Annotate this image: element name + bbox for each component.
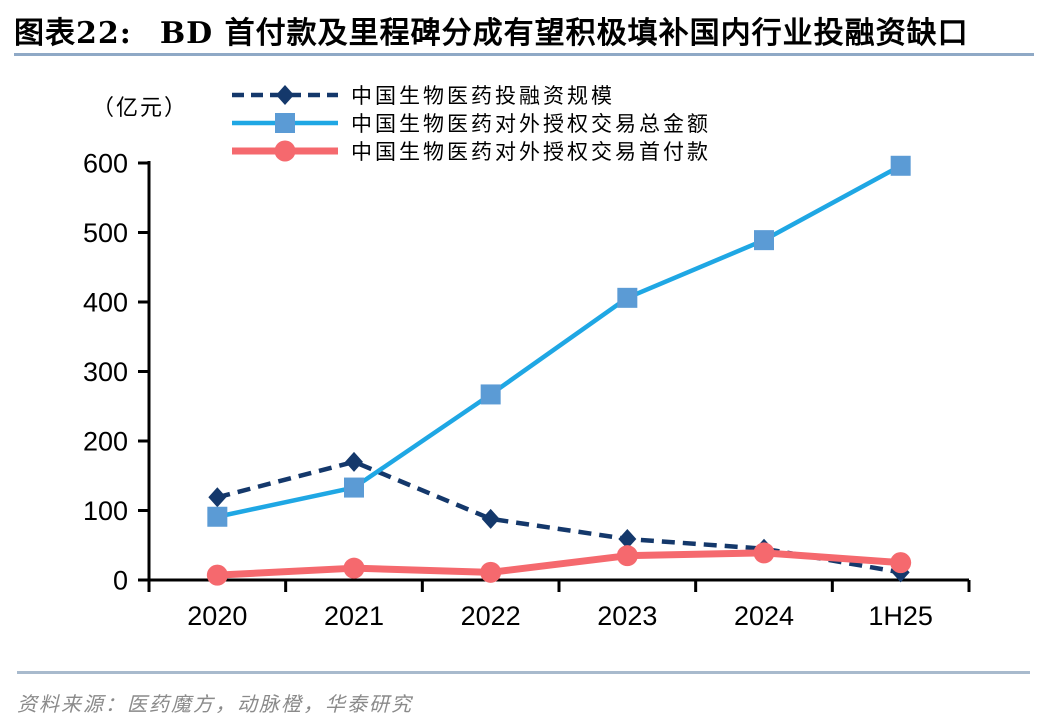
page-title: BD 首付款及里程碑分成有望积极填补国内行业投融资缺口 [159,16,969,51]
chart-title: 图表22: BD 首付款及里程碑分成有望积极填补国内行业投融资缺口 [14,8,1034,52]
series-marker-circle [274,140,296,162]
series-marker-square [754,230,774,251]
legend-item-1: 中国生物医药对外授权交易总金额 [232,109,711,137]
series-marker-square [207,506,228,527]
title-divider [14,53,1034,56]
series-marker-circle [480,561,502,583]
series-marker-square [890,155,911,176]
series-marker-diamond [345,451,363,472]
legend-item-0: 中国生物医药投融资规模 [232,81,711,109]
source-note: 资料来源：医药魔方，动脉橙，华泰研究 [17,692,413,716]
x-axis-tick-label: 2022 [461,601,521,631]
series-marker-circle [206,564,228,586]
series-marker-circle [890,552,912,574]
series-line-1 [216,163,902,519]
series-line-2 [217,549,901,579]
legend-item-2: 中国生物医药对外授权交易首付款 [232,137,711,165]
axis-lines [147,161,969,582]
y-axis-tick-label: 300 [83,357,128,387]
y-axis-tick-label: 500 [83,218,128,248]
series-marker-diamond [618,528,637,549]
chart-legend: 中国生物医药投融资规模中国生物医药对外授权交易总金额 中国生物医药对外授权交易首付… [232,81,711,165]
y-axis-tick-label: 100 [83,496,128,526]
y-axis-tick-label: 600 [83,149,128,179]
series-marker-diamond [208,487,227,508]
y-axis-tick-label: 200 [83,427,128,457]
y-axis-tick-label: 0 [113,566,128,596]
series-marker-circle [343,557,365,579]
x-axis-tick-label: 2024 [734,601,794,631]
series-marker-circle [616,545,638,567]
x-axis-tick-label: 2020 [187,601,247,631]
plot-area: 0 100 200 300 400 500 600 2020 2021 2022 2023 2024 1… [83,149,971,631]
legend-swatch-circle-icon [232,140,338,162]
legend-swatch-square-icon [232,113,338,133]
footer-divider [17,671,1030,674]
series-marker-square [344,477,364,498]
figure-label: 图表22: [14,16,132,51]
series-marker-circle [753,542,775,564]
legend-item-label: 中国生物医药对外授权交易总金额 [351,112,711,136]
x-axis-tick-label: 2021 [324,601,384,631]
x-axis-tick-label: 1H25 [868,601,933,631]
legend-item-label: 中国生物医药对外授权交易首付款 [351,140,711,164]
series-marker-square [617,287,638,308]
y-axis-unit-label: （亿元） [92,96,189,121]
series-marker-diamond [276,85,294,105]
series-marker-diamond [481,508,500,529]
series-line-0 [216,459,902,575]
series-marker-square [480,384,501,405]
legend-item-label: 中国生物医药投融资规模 [351,84,615,108]
legend-swatch-diamond-icon [232,85,338,105]
x-axis-tick-label: 2023 [597,601,657,631]
y-axis-tick-label: 400 [83,288,128,318]
series-2 [206,542,912,586]
series-marker-square [275,113,295,133]
series-1 [207,155,911,527]
